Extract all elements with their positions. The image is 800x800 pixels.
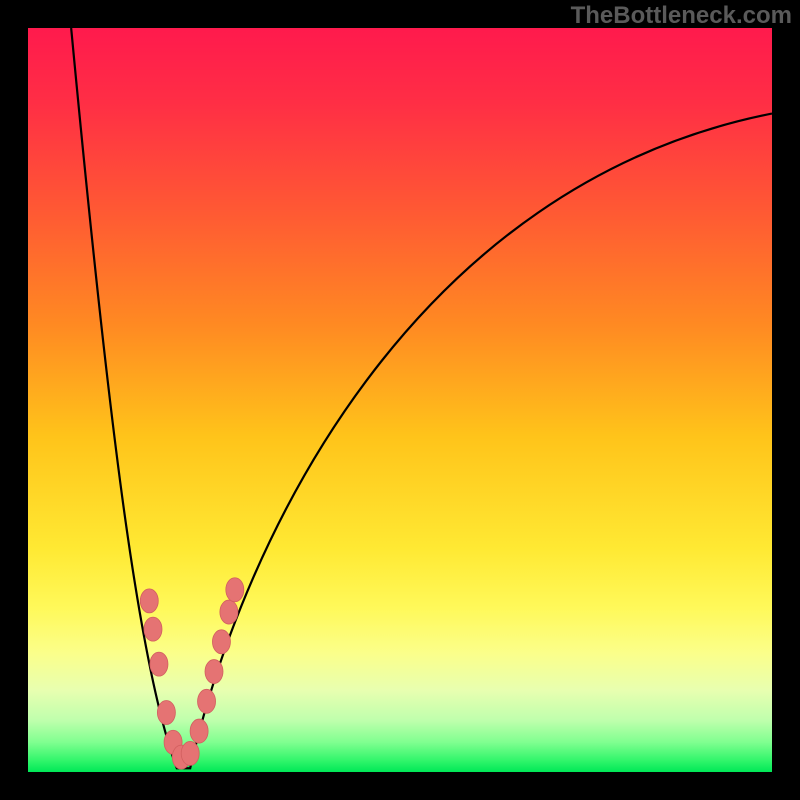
chart-svg: [28, 28, 772, 772]
watermark-text: TheBottleneck.com: [571, 2, 792, 30]
data-marker: [198, 689, 216, 713]
data-marker: [150, 652, 168, 676]
chart-frame: TheBottleneck.com: [0, 0, 800, 800]
plot-area: [28, 28, 772, 772]
data-marker: [140, 589, 158, 613]
bottleneck-curve: [71, 28, 772, 768]
data-marker: [157, 700, 175, 724]
data-marker: [205, 660, 223, 684]
data-marker: [220, 600, 238, 624]
data-marker: [181, 741, 199, 765]
data-marker: [226, 578, 244, 602]
marker-group: [140, 578, 244, 769]
data-marker: [212, 630, 230, 654]
data-marker: [190, 719, 208, 743]
data-marker: [144, 617, 162, 641]
